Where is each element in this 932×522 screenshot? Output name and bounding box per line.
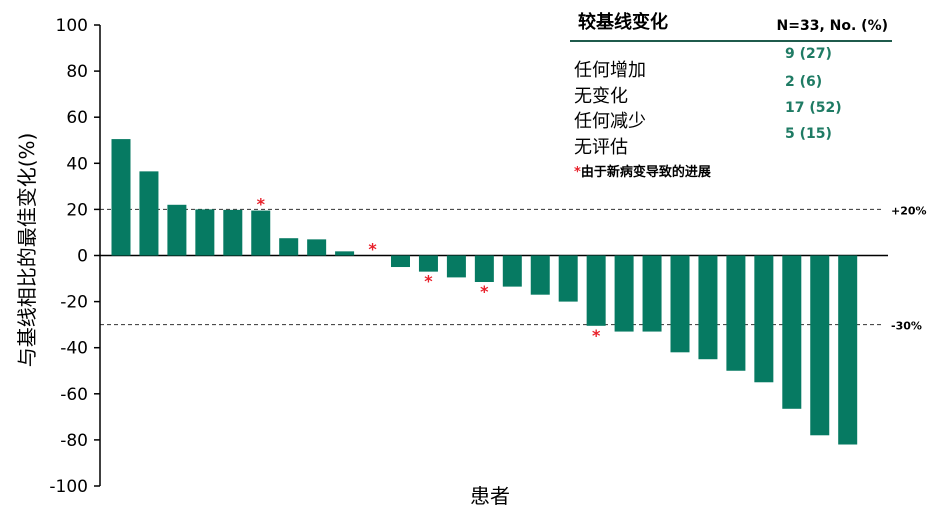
y-tick-label: 60 — [66, 108, 88, 128]
summary-row-decrease: 17 (52) 任何减少 — [570, 98, 892, 132]
x-axis-title: 患者 — [470, 484, 510, 508]
bar — [418, 255, 438, 272]
bar — [251, 210, 271, 256]
reference-line-label: +20% — [891, 204, 927, 217]
bar — [111, 139, 131, 256]
y-tick-label: 40 — [66, 154, 88, 174]
bar — [698, 255, 718, 360]
summary-row-increase: 9 (27) 任何增加 — [570, 46, 892, 81]
summary-header: 较基线变化 N=33, No. (%) — [570, 6, 892, 42]
summary-row-no-assessment: 5 (15) 无评估 — [570, 124, 892, 158]
progression-marker: * — [257, 195, 266, 214]
progression-marker: * — [368, 240, 377, 259]
progression-marker: * — [480, 282, 489, 301]
bar — [838, 255, 858, 445]
y-tick-label: -60 — [60, 385, 88, 405]
bar — [530, 255, 550, 295]
bar — [391, 255, 410, 268]
footnote-text: 由于新病变导致的进展 — [580, 165, 711, 180]
bar — [139, 171, 159, 256]
bar — [670, 255, 690, 353]
bar — [810, 255, 830, 436]
y-tick-label: -40 — [60, 339, 88, 359]
y-tick-label: 80 — [66, 62, 88, 82]
y-tick-label: -100 — [49, 477, 88, 497]
bars: * * * * * — [111, 139, 858, 445]
y-tick-label: -20 — [60, 293, 88, 313]
y-axis-title: 与基线相比的最佳变化(%) — [15, 133, 39, 368]
footnote-asterisk: * — [574, 165, 581, 180]
y-tick-label: 20 — [66, 200, 88, 220]
y-tick-label: -80 — [60, 431, 88, 451]
summary-value: 2 (6) — [785, 74, 823, 90]
y-axis: 100 80 60 40 20 0 -20 -40 -60 -80 -100 — [49, 16, 101, 497]
summary-value: 9 (27) — [785, 46, 832, 62]
summary-label: 任何增加 — [574, 60, 646, 81]
reference-line-label: -30% — [891, 320, 922, 333]
summary-row-no-change: 2 (6) 无变化 — [570, 72, 892, 107]
y-tick-label: 100 — [56, 16, 88, 36]
summary-table: 较基线变化 N=33, No. (%) 9 (27) 任何增加 2 (6) 无变… — [570, 6, 892, 158]
bar — [279, 238, 299, 256]
summary-value: 5 (15) — [785, 126, 832, 142]
bar — [726, 255, 746, 371]
summary-column-header: N=33, No. (%) — [776, 18, 888, 34]
y-tick-label: 0 — [77, 247, 88, 267]
summary-value: 17 (52) — [785, 100, 842, 116]
bar — [558, 255, 578, 302]
bar — [782, 255, 802, 409]
footnote: *由于新病变导致的进展 — [574, 161, 711, 180]
bar — [502, 255, 522, 287]
bar — [642, 255, 662, 332]
summary-title: 较基线变化 — [578, 12, 668, 33]
bar — [307, 239, 327, 256]
bar — [195, 209, 215, 256]
summary-label: 无变化 — [574, 86, 628, 107]
bar — [614, 255, 634, 332]
bar — [474, 255, 494, 283]
bar — [586, 255, 606, 326]
bar — [335, 251, 355, 256]
bar — [167, 204, 187, 256]
summary-label: 任何减少 — [574, 111, 646, 132]
summary-label: 无评估 — [574, 137, 628, 158]
bar — [446, 255, 466, 278]
progression-marker: * — [592, 326, 601, 345]
bar — [754, 255, 774, 383]
bar — [223, 209, 243, 256]
progression-marker: * — [424, 272, 433, 291]
